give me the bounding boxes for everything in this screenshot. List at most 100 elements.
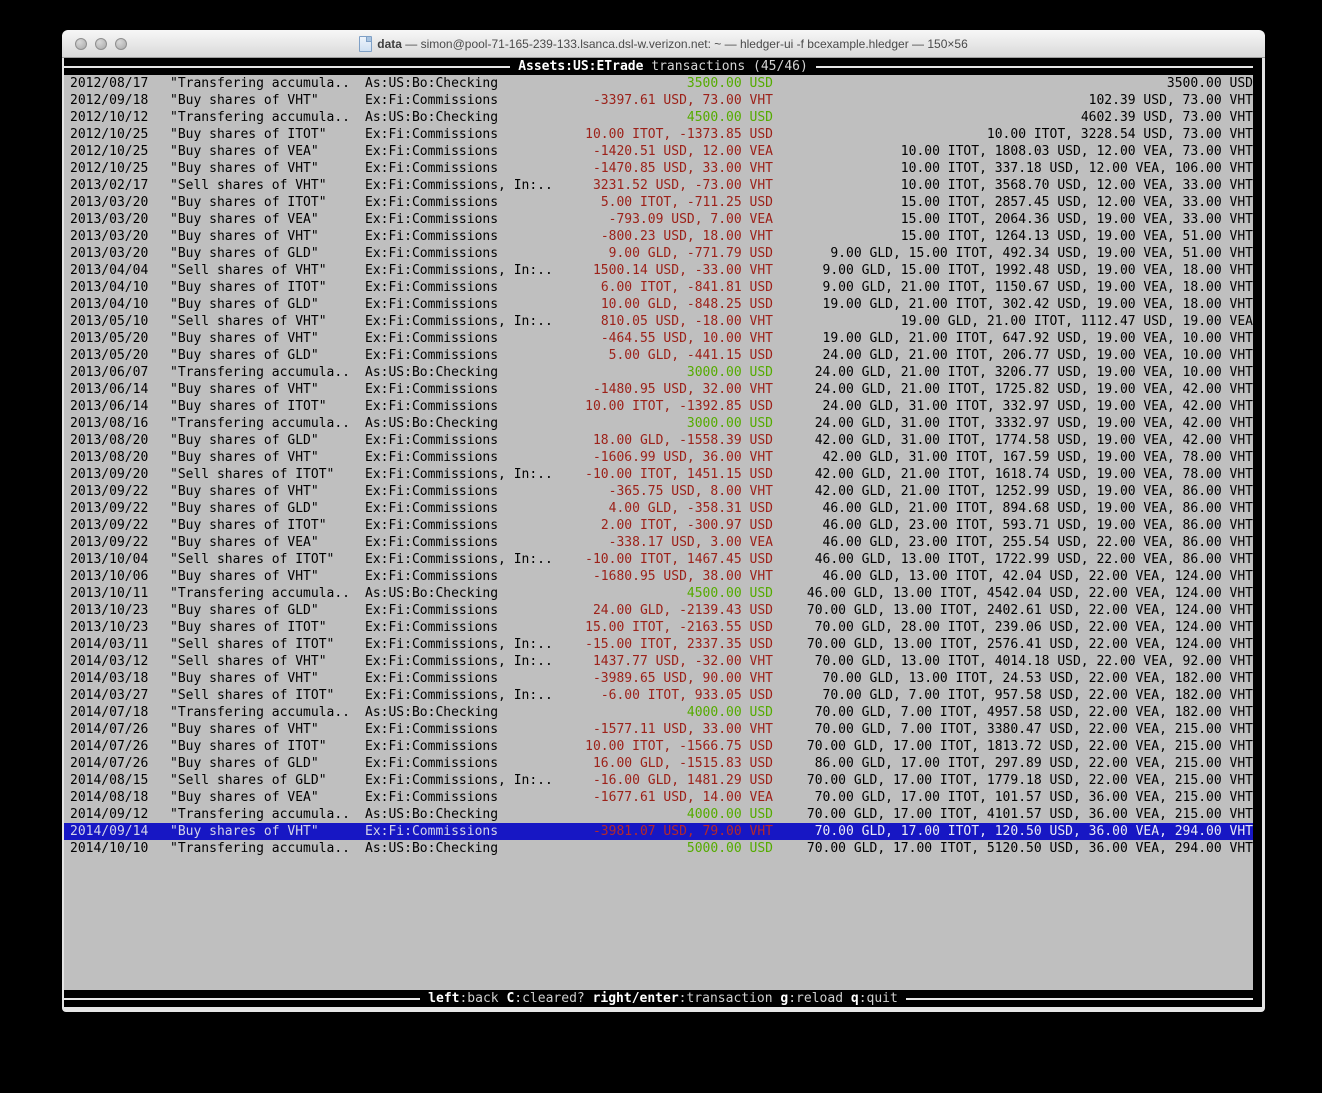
- transaction-row[interactable]: 2013/04/10 "Buy shares of ITOT" Ex:Fi:Comm…: [64, 279, 1262, 296]
- transaction-row[interactable]: 2014/03/18 "Buy shares of VHT" Ex:Fi:Commi…: [64, 670, 1262, 687]
- transaction-row[interactable]: 2014/07/18 "Transfering accumula.. As:US:B…: [64, 704, 1262, 721]
- transaction-amount: -1680.95 USD, 38.00 VHT: [592, 569, 773, 584]
- transaction-date: 2014/10/10: [70, 841, 149, 856]
- transaction-running-balance: 15.00 ITOT, 2064.36 USD, 19.00 VEA, 33.0…: [900, 212, 1253, 227]
- transaction-row[interactable]: 2014/07/26 "Buy shares of ITOT" Ex:Fi:Comm…: [64, 738, 1262, 755]
- transaction-row-selected[interactable]: 2014/09/14 "Buy shares of VHT" Ex:Fi:Commi…: [64, 823, 1262, 840]
- transaction-row[interactable]: 2014/10/10 "Transfering accumula.. As:US:B…: [64, 840, 1262, 857]
- transaction-running-balance: 10.00 ITOT, 3568.70 USD, 12.00 VEA, 33.0…: [900, 178, 1253, 193]
- transaction-description: "Buy shares of VHT": [170, 382, 319, 397]
- zoom-button[interactable]: [115, 37, 127, 50]
- transaction-row[interactable]: 2012/09/18 "Buy shares of VHT" Ex:Fi:Commi…: [64, 92, 1262, 109]
- transaction-row[interactable]: 2014/07/26 "Buy shares of GLD" Ex:Fi:Commi…: [64, 755, 1262, 772]
- transaction-description: "Buy shares of VHT": [170, 161, 319, 176]
- transaction-row[interactable]: 2013/05/10 "Sell shares of VHT" Ex:Fi:Comm…: [64, 313, 1262, 330]
- transaction-row[interactable]: 2013/10/11 "Transfering accumula.. As:US:B…: [64, 585, 1262, 602]
- transaction-row[interactable]: 2013/06/07 "Transfering accumula.. As:US:B…: [64, 364, 1262, 381]
- transaction-other-accounts: Ex:Fi:Commissions, In:..: [365, 654, 553, 669]
- transaction-row[interactable]: 2013/02/17 "Sell shares of VHT" Ex:Fi:Comm…: [64, 177, 1262, 194]
- transaction-amount: -6.00 ITOT, 933.05 USD: [600, 688, 773, 703]
- transaction-row[interactable]: 2013/05/20 "Buy shares of GLD" Ex:Fi:Commi…: [64, 347, 1262, 364]
- transaction-description: "Buy shares of ITOT": [170, 195, 327, 210]
- transaction-row[interactable]: 2014/08/15 "Sell shares of GLD" Ex:Fi:Comm…: [64, 772, 1262, 789]
- transaction-amount: 10.00 ITOT, -1392.85 USD: [585, 399, 773, 414]
- transaction-description: "Buy shares of VHT": [170, 722, 319, 737]
- transaction-description: "Sell shares of GLD": [170, 773, 327, 788]
- transaction-row[interactable]: 2013/05/20 "Buy shares of VHT" Ex:Fi:Commi…: [64, 330, 1262, 347]
- transaction-row[interactable]: 2013/08/16 "Transfering accumula.. As:US:B…: [64, 415, 1262, 432]
- transaction-running-balance: 19.00 GLD, 21.00 ITOT, 647.92 USD, 19.00…: [822, 331, 1253, 346]
- transaction-date: 2013/08/20: [70, 433, 149, 448]
- transaction-amount: -800.23 USD, 18.00 VHT: [600, 229, 773, 244]
- transaction-description: "Buy shares of ITOT": [170, 518, 327, 533]
- transaction-row[interactable]: 2013/10/23 "Buy shares of ITOT" Ex:Fi:Comm…: [64, 619, 1262, 636]
- transaction-other-accounts: As:US:Bo:Checking: [365, 807, 499, 822]
- transaction-row[interactable]: 2013/03/20 "Buy shares of GLD" Ex:Fi:Commi…: [64, 245, 1262, 262]
- transaction-row[interactable]: 2012/08/17 "Transfering accumula.. As:US:B…: [64, 75, 1262, 92]
- footer-key: g: [780, 991, 789, 1006]
- transaction-other-accounts: Ex:Fi:Commissions: [365, 756, 499, 771]
- transaction-row[interactable]: 2014/07/26 "Buy shares of VHT" Ex:Fi:Commi…: [64, 721, 1262, 738]
- transaction-row[interactable]: 2012/10/12 "Transfering accumula.. As:US:B…: [64, 109, 1262, 126]
- transaction-other-accounts: As:US:Bo:Checking: [365, 841, 499, 856]
- transaction-row[interactable]: 2013/04/04 "Sell shares of VHT" Ex:Fi:Comm…: [64, 262, 1262, 279]
- transaction-other-accounts: As:US:Bo:Checking: [365, 365, 499, 380]
- transaction-row[interactable]: 2013/10/23 "Buy shares of GLD" Ex:Fi:Commi…: [64, 602, 1262, 619]
- minimize-button[interactable]: [95, 37, 107, 50]
- titlebar[interactable]: data — simon@pool-71-165-239-133.lsanca.…: [62, 30, 1265, 58]
- transaction-date: 2013/10/06: [70, 569, 149, 584]
- transaction-amount: 810.05 USD, -18.00 VHT: [600, 314, 773, 329]
- transaction-date: 2012/10/12: [70, 110, 149, 125]
- transaction-row[interactable]: 2013/06/14 "Buy shares of VHT" Ex:Fi:Commi…: [64, 381, 1262, 398]
- transaction-date: 2012/09/18: [70, 93, 149, 108]
- transaction-row[interactable]: 2013/09/22 "Buy shares of ITOT" Ex:Fi:Comm…: [64, 517, 1262, 534]
- transaction-row[interactable]: 2014/09/12 "Transfering accumula.. As:US:B…: [64, 806, 1262, 823]
- transaction-row[interactable]: 2013/09/22 "Buy shares of GLD" Ex:Fi:Commi…: [64, 500, 1262, 517]
- transaction-row[interactable]: 2013/10/04 "Sell shares of ITOT" Ex:Fi:Com…: [64, 551, 1262, 568]
- transaction-amount: 4000.00 USD: [686, 807, 773, 822]
- transaction-row[interactable]: 2013/03/20 "Buy shares of ITOT" Ex:Fi:Comm…: [64, 194, 1262, 211]
- transaction-running-balance: 46.00 GLD, 13.00 ITOT, 4542.04 USD, 22.0…: [806, 586, 1253, 601]
- footer-key: right/enter: [592, 991, 679, 1006]
- transaction-amount: 3231.52 USD, -73.00 VHT: [592, 178, 773, 193]
- transaction-running-balance: 24.00 GLD, 31.00 ITOT, 3332.97 USD, 19.0…: [814, 416, 1253, 431]
- transaction-row[interactable]: 2012/10/25 "Buy shares of VHT" Ex:Fi:Commi…: [64, 160, 1262, 177]
- transaction-running-balance: 46.00 GLD, 21.00 ITOT, 894.68 USD, 19.00…: [822, 501, 1253, 516]
- transaction-row[interactable]: 2013/08/20 "Buy shares of GLD" Ex:Fi:Commi…: [64, 432, 1262, 449]
- transaction-row[interactable]: 2014/03/11 "Sell shares of ITOT" Ex:Fi:Com…: [64, 636, 1262, 653]
- transaction-date: 2013/03/20: [70, 195, 149, 210]
- transaction-row[interactable]: 2013/09/20 "Sell shares of ITOT" Ex:Fi:Com…: [64, 466, 1262, 483]
- transaction-description: "Buy shares of ITOT": [170, 739, 327, 754]
- transaction-row[interactable]: 2013/03/20 "Buy shares of VHT" Ex:Fi:Commi…: [64, 228, 1262, 245]
- empty-terminal-area: [64, 857, 1262, 990]
- transaction-row[interactable]: 2012/10/25 "Buy shares of VEA" Ex:Fi:Commi…: [64, 143, 1262, 160]
- transaction-row[interactable]: 2014/03/12 "Sell shares of VHT" Ex:Fi:Comm…: [64, 653, 1262, 670]
- transaction-amount: 18.00 GLD, -1558.39 USD: [592, 433, 773, 448]
- transaction-date: 2013/09/20: [70, 467, 149, 482]
- transaction-row[interactable]: 2014/08/18 "Buy shares of VEA" Ex:Fi:Commi…: [64, 789, 1262, 806]
- transaction-other-accounts: Ex:Fi:Commissions: [365, 603, 499, 618]
- transaction-row[interactable]: 2013/08/20 "Buy shares of VHT" Ex:Fi:Commi…: [64, 449, 1262, 466]
- close-button[interactable]: [75, 37, 87, 50]
- transaction-amount: -1677.61 USD, 14.00 VEA: [592, 790, 773, 805]
- transaction-description: "Buy shares of GLD": [170, 756, 319, 771]
- transaction-row[interactable]: 2013/04/10 "Buy shares of GLD" Ex:Fi:Commi…: [64, 296, 1262, 313]
- transaction-amount: -10.00 ITOT, 1451.15 USD: [585, 467, 773, 482]
- transaction-amount: 3000.00 USD: [686, 416, 773, 431]
- transaction-description: "Buy shares of GLD": [170, 603, 319, 618]
- transaction-row[interactable]: 2014/03/27 "Sell shares of ITOT" Ex:Fi:Com…: [64, 687, 1262, 704]
- transaction-row[interactable]: 2013/03/20 "Buy shares of VEA" Ex:Fi:Commi…: [64, 211, 1262, 228]
- transaction-running-balance: 46.00 GLD, 23.00 ITOT, 593.71 USD, 19.00…: [822, 518, 1253, 533]
- transaction-other-accounts: Ex:Fi:Commissions: [365, 229, 499, 244]
- transaction-description: "Transfering accumula..: [170, 416, 351, 431]
- transaction-description: "Buy shares of VEA": [170, 212, 319, 227]
- transaction-row[interactable]: 2013/09/22 "Buy shares of VEA" Ex:Fi:Commi…: [64, 534, 1262, 551]
- transaction-amount: 9.00 GLD, -771.79 USD: [608, 246, 773, 261]
- transaction-row[interactable]: 2013/10/06 "Buy shares of VHT" Ex:Fi:Commi…: [64, 568, 1262, 585]
- transaction-row[interactable]: 2013/06/14 "Buy shares of ITOT" Ex:Fi:Comm…: [64, 398, 1262, 415]
- transaction-row[interactable]: 2012/10/25 "Buy shares of ITOT" Ex:Fi:Comm…: [64, 126, 1262, 143]
- transaction-running-balance: 70.00 GLD, 13.00 ITOT, 24.53 USD, 22.00 …: [822, 671, 1253, 686]
- transaction-running-balance: 70.00 GLD, 17.00 ITOT, 101.57 USD, 36.00…: [814, 790, 1253, 805]
- transaction-row[interactable]: 2013/09/22 "Buy shares of VHT" Ex:Fi:Commi…: [64, 483, 1262, 500]
- transaction-amount: -1606.99 USD, 36.00 VHT: [592, 450, 773, 465]
